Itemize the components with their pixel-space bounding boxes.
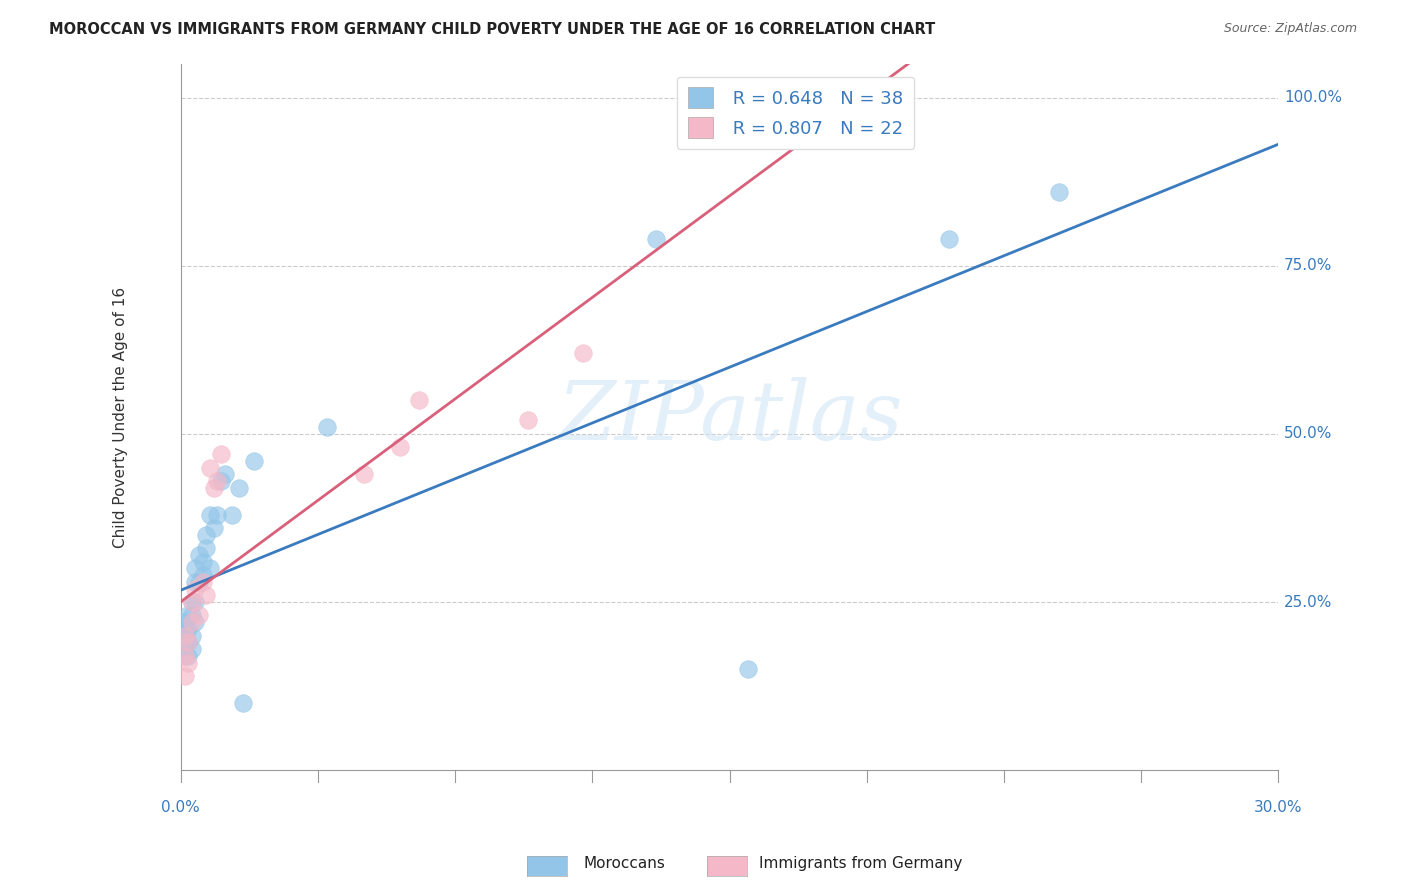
Point — [173, 669, 195, 683]
Point — [198, 460, 221, 475]
Point — [209, 474, 232, 488]
Point — [184, 615, 207, 630]
Point — [180, 595, 202, 609]
Text: 50.0%: 50.0% — [1284, 426, 1333, 442]
Text: Moroccans: Moroccans — [583, 856, 665, 871]
Legend:  R = 0.648   N = 38,  R = 0.807   N = 22: R = 0.648 N = 38, R = 0.807 N = 22 — [676, 77, 914, 149]
Point — [188, 548, 211, 562]
Point — [243, 454, 266, 468]
Point — [173, 629, 195, 643]
Point — [180, 629, 202, 643]
Point — [173, 648, 195, 663]
Point — [232, 696, 254, 710]
Point — [184, 582, 207, 596]
Text: 0.0%: 0.0% — [162, 800, 200, 815]
Point — [195, 588, 218, 602]
Point — [214, 467, 236, 482]
Point — [198, 508, 221, 522]
Point — [195, 541, 218, 556]
Point — [645, 232, 668, 246]
Point — [184, 574, 207, 589]
Point — [173, 635, 195, 649]
Point — [572, 346, 595, 360]
Point — [209, 447, 232, 461]
Text: Immigrants from Germany: Immigrants from Germany — [759, 856, 963, 871]
Point — [191, 555, 214, 569]
Point — [177, 635, 200, 649]
Point — [389, 441, 412, 455]
Point — [180, 615, 202, 630]
Text: Child Poverty Under the Age of 16: Child Poverty Under the Age of 16 — [112, 286, 128, 548]
Point — [221, 508, 243, 522]
Text: Source: ZipAtlas.com: Source: ZipAtlas.com — [1223, 22, 1357, 36]
Point — [353, 467, 375, 482]
Text: 25.0%: 25.0% — [1284, 594, 1333, 609]
Point — [195, 528, 218, 542]
Point — [173, 629, 195, 643]
Text: 75.0%: 75.0% — [1284, 259, 1333, 273]
Text: 30.0%: 30.0% — [1254, 800, 1302, 815]
Point — [177, 608, 200, 623]
Point — [191, 574, 214, 589]
Point — [316, 420, 339, 434]
Point — [177, 656, 200, 670]
Point — [191, 568, 214, 582]
Point — [408, 393, 430, 408]
Point — [198, 561, 221, 575]
Point — [188, 608, 211, 623]
Point — [737, 124, 759, 138]
Point — [1047, 185, 1070, 199]
Point — [173, 622, 195, 636]
Point — [228, 481, 250, 495]
Point — [202, 521, 225, 535]
Point — [938, 232, 960, 246]
Point — [517, 413, 540, 427]
Point — [184, 561, 207, 575]
Text: ZIPatlas: ZIPatlas — [557, 377, 903, 457]
Point — [188, 574, 211, 589]
Point — [180, 608, 202, 623]
Point — [177, 635, 200, 649]
Point — [173, 615, 195, 630]
Point — [180, 642, 202, 657]
Point — [180, 595, 202, 609]
Point — [207, 508, 229, 522]
Point — [177, 648, 200, 663]
Point — [737, 662, 759, 676]
Point — [177, 622, 200, 636]
Point — [184, 595, 207, 609]
Point — [202, 481, 225, 495]
Text: 100.0%: 100.0% — [1284, 90, 1341, 105]
Point — [846, 91, 869, 105]
Point — [207, 474, 229, 488]
Point — [173, 648, 195, 663]
Text: MOROCCAN VS IMMIGRANTS FROM GERMANY CHILD POVERTY UNDER THE AGE OF 16 CORRELATIO: MOROCCAN VS IMMIGRANTS FROM GERMANY CHIL… — [49, 22, 935, 37]
